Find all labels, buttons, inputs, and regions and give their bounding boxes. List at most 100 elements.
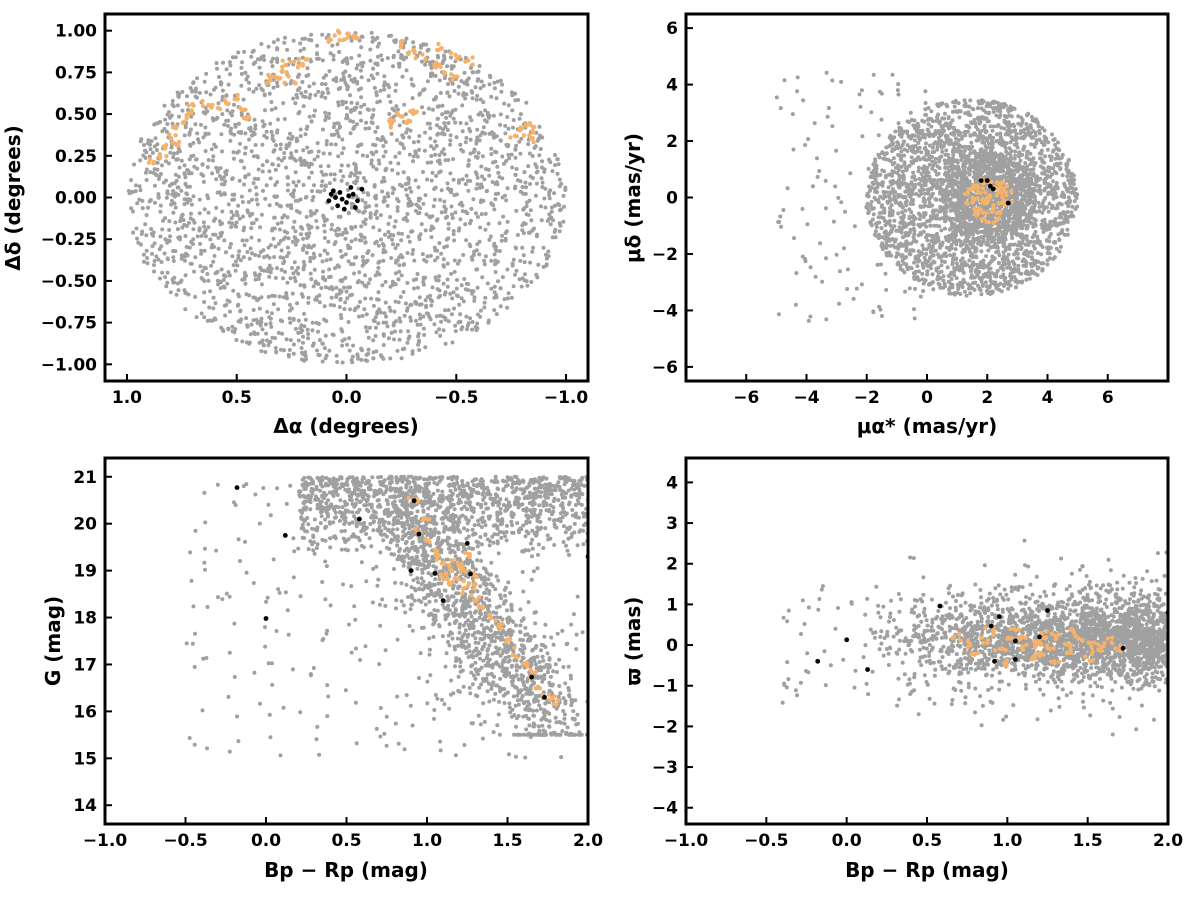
field-star-point (319, 164, 323, 168)
field-star-point (406, 181, 410, 185)
field-star-point (402, 146, 406, 150)
field-star-point (472, 250, 476, 254)
field-star-point (445, 64, 449, 68)
field-star-point (368, 326, 372, 330)
field-star-point (522, 253, 526, 257)
field-star-point (411, 248, 415, 252)
field-star-point (382, 74, 386, 78)
field-star-point (466, 282, 470, 286)
member-point (152, 160, 156, 164)
field-star-point (223, 304, 227, 308)
field-star-point (349, 56, 353, 60)
field-star-point (195, 315, 199, 319)
field-star-point (282, 295, 286, 299)
field-star-point (307, 176, 311, 180)
field-star-point (921, 266, 925, 270)
field-star-point (407, 337, 411, 341)
field-star-point (221, 89, 225, 93)
highlight-point (335, 203, 340, 208)
member-point (527, 133, 531, 137)
member-point (401, 114, 405, 118)
field-star-point (425, 311, 429, 315)
field-star-point (535, 234, 539, 238)
field-star-point (247, 87, 251, 91)
field-star-point (144, 233, 148, 237)
field-star-point (402, 103, 406, 107)
field-star-point (492, 207, 496, 211)
field-star-point (317, 293, 321, 297)
field-star-point (272, 40, 276, 44)
field-star-point (501, 215, 505, 219)
field-star-point (359, 105, 363, 109)
field-star-point (1025, 113, 1029, 117)
field-star-point (225, 93, 229, 97)
field-star-point (325, 87, 329, 91)
field-star-point (524, 181, 528, 185)
field-star-point (212, 318, 216, 322)
field-star-point (923, 107, 927, 111)
field-star-point (434, 174, 438, 178)
field-star-point (292, 220, 296, 224)
field-star-point (195, 131, 199, 135)
field-star-point (340, 100, 344, 104)
field-star-point (466, 189, 470, 193)
field-star-point (875, 164, 879, 168)
field-star-point (367, 336, 371, 340)
field-star-point (1036, 189, 1040, 193)
field-star-point (414, 277, 418, 281)
field-star-point (261, 124, 265, 128)
field-star-point (974, 250, 978, 254)
field-star-point (232, 198, 236, 202)
field-star-point (338, 125, 342, 129)
field-star-point (158, 210, 162, 214)
field-star-point (323, 96, 327, 100)
field-star-point (287, 236, 291, 240)
y-tick-label: 1.00 (55, 22, 97, 42)
field-star-point (393, 155, 397, 159)
field-star-point (535, 182, 539, 186)
field-star-point (944, 148, 948, 152)
field-star-point (465, 327, 469, 331)
field-star-point (871, 175, 875, 179)
field-star-point (212, 219, 216, 223)
field-star-point (397, 277, 401, 281)
field-star-point (488, 74, 492, 78)
field-star-point (297, 339, 301, 343)
field-star-point (409, 77, 413, 81)
field-star-point (905, 240, 909, 244)
field-star-point (994, 114, 998, 118)
member-point (508, 135, 512, 139)
member-point (216, 106, 220, 110)
field-star-point (215, 67, 219, 71)
field-star-point (147, 138, 151, 142)
field-star-point (160, 129, 164, 133)
field-star-point (382, 137, 386, 141)
field-star-point (212, 88, 216, 92)
field-star-point (400, 255, 404, 259)
field-star-point (377, 244, 381, 248)
field-star-point (1059, 245, 1063, 249)
field-star-point (259, 42, 263, 46)
highlight-point (327, 198, 332, 203)
field-star-point (936, 113, 940, 117)
field-star-point (495, 312, 499, 316)
field-star-point (217, 101, 221, 105)
field-star-point (915, 275, 919, 279)
highlight-point (329, 192, 334, 197)
field-star-point (376, 137, 380, 141)
field-star-point (1033, 174, 1037, 178)
field-star-point (324, 334, 328, 338)
field-star-point (195, 76, 199, 80)
field-star-point (989, 148, 993, 152)
field-star-point (469, 118, 473, 122)
field-star-point (301, 248, 305, 252)
field-star-point (281, 261, 285, 265)
field-star-point (408, 315, 412, 319)
field-star-point (531, 176, 535, 180)
field-star-point (1020, 233, 1024, 237)
member-point (532, 125, 536, 129)
field-star-point (461, 177, 465, 181)
field-star-point (929, 239, 933, 243)
field-star-point (274, 346, 278, 350)
field-star-point (419, 44, 423, 48)
